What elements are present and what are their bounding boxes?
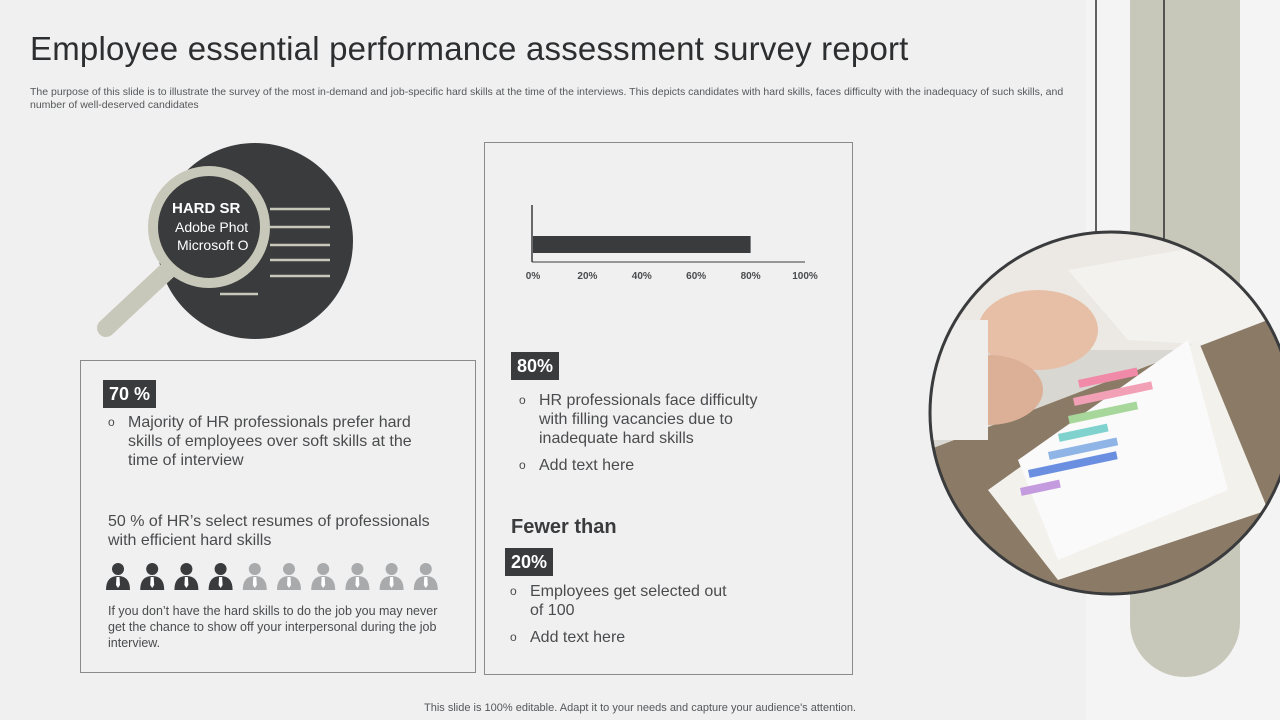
person-icon bbox=[140, 563, 165, 590]
bullet-circle-icon: o bbox=[519, 393, 526, 407]
axis-tick-label: 60% bbox=[686, 271, 707, 282]
people-icon-row bbox=[106, 563, 438, 590]
left-info-panel bbox=[80, 360, 476, 673]
bullet-employees-selected: o Employees get selected out of 100 bbox=[510, 582, 740, 620]
magnifier-line-3: Microsoft O bbox=[177, 237, 249, 253]
page-title: Employee essential performance assessmen… bbox=[30, 30, 909, 67]
bullet-add-text-2-label: Add text here bbox=[530, 629, 626, 646]
badge-70: 70 % bbox=[103, 380, 157, 408]
bullet-hr-difficulty: o HR professionals face difficulty with … bbox=[519, 391, 769, 448]
bullet-hr-difficulty-text: HR professionals face difficulty with fi… bbox=[539, 392, 758, 447]
axis-tick-label: 80% bbox=[740, 271, 761, 282]
resume-stat-text: 50 % of HR’s select resumes of professio… bbox=[108, 513, 430, 549]
bullet-circle-icon: o bbox=[108, 415, 115, 429]
interview-note: If you don’t have the hard skills to do … bbox=[108, 604, 438, 650]
axis-tick-label: 100% bbox=[792, 271, 818, 282]
person-icon bbox=[208, 563, 233, 590]
axis-tick-label: 0% bbox=[525, 271, 541, 282]
page-subtitle: The purpose of this slide is to illustra… bbox=[30, 86, 1064, 111]
magnifier-illustration bbox=[97, 143, 353, 339]
axis-tick-label: 40% bbox=[631, 271, 652, 282]
bullet-add-text-1: o Add text here bbox=[519, 456, 769, 475]
magnifier-heading: HARD SR bbox=[172, 200, 241, 217]
person-icon bbox=[277, 563, 301, 590]
progress-bar-chart bbox=[531, 205, 805, 263]
person-icon bbox=[106, 563, 130, 590]
axis-tick-label: 20% bbox=[577, 271, 598, 282]
bullet-hr-prefer: o Majority of HR professionals prefer ha… bbox=[108, 413, 428, 470]
badge-20: 20% bbox=[505, 548, 554, 576]
progress-bar-fill bbox=[533, 236, 751, 253]
middle-info-panel bbox=[484, 142, 853, 675]
bullet-employees-selected-text: Employees get selected out of 100 bbox=[530, 583, 727, 619]
magnifier-line-2: Adobe Phot bbox=[175, 219, 249, 235]
bullet-add-text-2: o Add text here bbox=[510, 628, 740, 647]
person-icon bbox=[345, 563, 370, 590]
office-photo bbox=[928, 230, 1280, 596]
bullet-circle-icon: o bbox=[510, 584, 517, 598]
person-icon bbox=[379, 563, 404, 590]
person-icon bbox=[242, 563, 267, 590]
badge-80: 80% bbox=[511, 352, 560, 380]
footer-note: This slide is 100% editable. Adapt it to… bbox=[424, 702, 856, 714]
bullet-add-text-1-label: Add text here bbox=[539, 457, 635, 474]
bullet-circle-icon: o bbox=[510, 630, 517, 644]
person-icon bbox=[311, 563, 336, 590]
bullet-hr-prefer-text: Majority of HR professionals prefer hard… bbox=[128, 414, 412, 469]
person-icon bbox=[174, 563, 199, 590]
person-icon bbox=[413, 563, 438, 590]
bullet-circle-icon: o bbox=[519, 458, 526, 472]
fewer-than-heading: Fewer than bbox=[511, 516, 617, 538]
